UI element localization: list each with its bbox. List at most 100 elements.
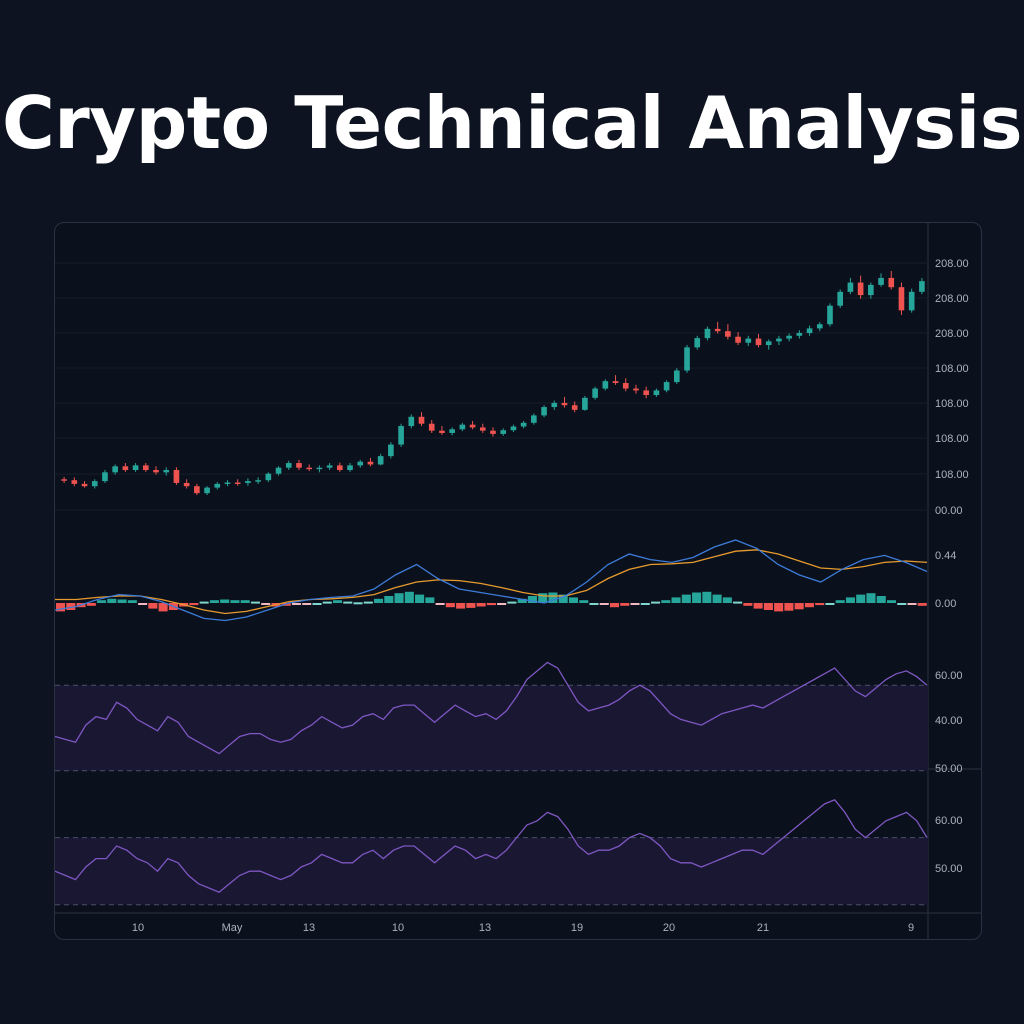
candle-body — [510, 426, 517, 431]
histogram-bar — [609, 603, 620, 608]
histogram-bar — [261, 603, 271, 605]
histogram-bar — [579, 600, 589, 603]
candle-body — [878, 277, 884, 285]
price-tick-label: 208.00 — [935, 328, 969, 340]
candle-body — [714, 328, 721, 332]
histogram-bar — [240, 600, 250, 603]
histogram-bar — [558, 594, 568, 603]
histogram-bar — [845, 597, 855, 603]
time-tick-label: 20 — [663, 922, 675, 934]
histogram-bar — [189, 603, 199, 606]
candle-body — [857, 282, 864, 296]
candle-body — [796, 333, 803, 336]
candle-body — [827, 305, 833, 325]
candle-body — [449, 429, 455, 433]
candle-body — [183, 482, 190, 487]
candle-body — [776, 338, 782, 342]
candle-body — [255, 480, 261, 482]
histogram-bar — [784, 603, 794, 611]
candle-body — [592, 388, 598, 398]
candle-body — [745, 338, 752, 343]
candle-body — [786, 335, 792, 339]
candle-body — [408, 416, 415, 427]
price-tick-label: 208.00 — [935, 293, 969, 305]
candle-body — [132, 465, 139, 471]
candle-body — [214, 483, 221, 488]
rsi-bottom-tick-label: 60.00 — [935, 815, 963, 827]
histogram-bar — [374, 598, 384, 603]
candle-body — [204, 487, 210, 494]
candle-body — [500, 430, 507, 434]
histogram-bar — [86, 603, 96, 606]
chart-svg[interactable]: 208.00 208.00 208.00 108.00 108.00 108.00 108.… — [55, 223, 982, 940]
candle-body — [122, 466, 129, 471]
time-tick-label: 10 — [132, 922, 144, 934]
histogram-bar — [712, 594, 722, 603]
candle-body — [245, 481, 251, 483]
histogram-bar — [107, 598, 117, 603]
candle-body — [173, 470, 180, 483]
histogram-bar — [835, 600, 845, 603]
candle-body — [684, 347, 690, 371]
histogram-bar — [866, 593, 876, 603]
rsi-top-band — [55, 685, 928, 771]
histogram-bar — [897, 603, 907, 605]
candle-body — [326, 465, 333, 468]
histogram-bar — [312, 603, 322, 605]
histogram-bar — [127, 600, 137, 603]
candle-body — [919, 281, 925, 292]
histogram-bar — [56, 603, 66, 612]
candle-body — [704, 328, 711, 339]
rsi-top-line — [55, 661, 928, 755]
histogram-bar — [466, 603, 476, 608]
macd-line — [55, 539, 928, 622]
candle-body — [582, 397, 588, 410]
candlestick-series — [61, 271, 925, 495]
histogram-bar — [856, 594, 866, 603]
candle-body — [306, 467, 312, 470]
time-tick-label: May — [222, 922, 243, 934]
histogram-bar — [158, 603, 168, 612]
candle-body — [663, 382, 670, 391]
candle-body — [275, 467, 282, 474]
candle-body — [541, 407, 547, 416]
chart-panel[interactable]: 208.00 208.00 208.00 108.00 108.00 108.00 108.… — [54, 222, 982, 940]
histogram-bar — [343, 601, 353, 604]
candle-body — [91, 481, 98, 487]
histogram-bar — [630, 603, 640, 605]
histogram-bar — [497, 603, 507, 605]
candle-body — [490, 430, 496, 434]
time-axis: 10 May 13 10 13 19 20 21 9 — [132, 922, 914, 934]
rsi-bottom-line — [55, 799, 928, 893]
time-tick-label: 9 — [908, 922, 914, 934]
histogram-bar — [456, 603, 466, 609]
histogram-bar — [425, 597, 435, 603]
histogram-bar — [722, 597, 732, 603]
histogram-bar — [640, 603, 650, 605]
candle-body — [816, 324, 823, 329]
histogram-bar — [763, 603, 773, 610]
candle-body — [377, 456, 384, 465]
price-tick-label: 108.00 — [935, 363, 969, 375]
candle-body — [81, 483, 88, 487]
histogram-bar — [743, 603, 753, 606]
histogram-bar — [415, 594, 425, 603]
histogram-bar — [148, 603, 158, 609]
histogram-bar — [220, 599, 230, 603]
candle-body — [674, 370, 680, 383]
histogram-bar — [733, 601, 743, 604]
candle-body — [806, 328, 813, 334]
page-title: Crypto Technical Analysis — [1, 81, 1023, 165]
histogram-bar — [117, 599, 127, 603]
price-axis: 208.00 208.00 208.00 108.00 108.00 108.00 108.… — [935, 258, 969, 875]
candle-body — [847, 282, 854, 292]
histogram-bar — [322, 601, 332, 604]
rsi-top-tick-label: 40.00 — [935, 715, 963, 727]
candle-body — [868, 284, 874, 296]
candle-body — [571, 405, 578, 410]
histogram-bar — [681, 594, 691, 603]
candle-body — [234, 482, 241, 485]
time-tick-label: 10 — [392, 922, 404, 934]
candle-body — [418, 416, 425, 424]
candle-body — [459, 424, 466, 430]
